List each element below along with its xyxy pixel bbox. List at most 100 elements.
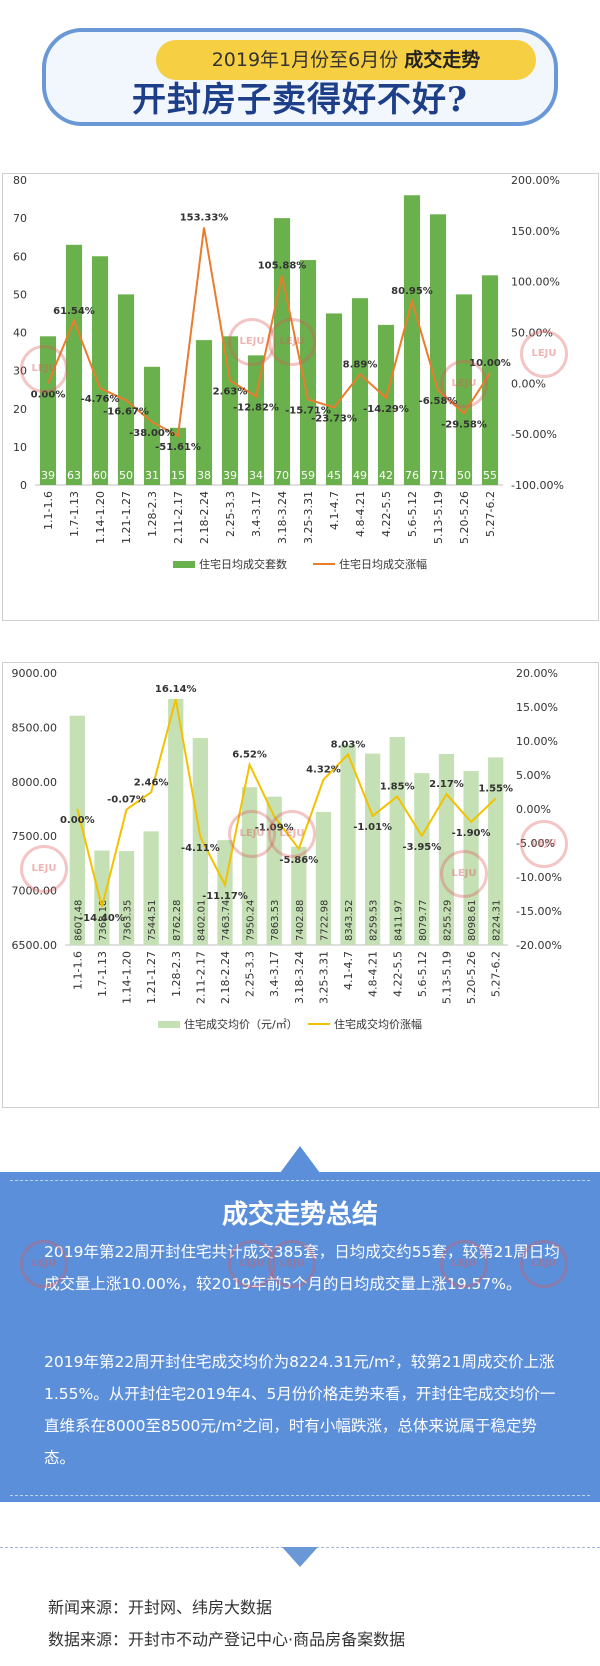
summary-border — [10, 1180, 590, 1496]
y2-tick-label: 5.00% — [516, 769, 551, 782]
bar-value-label: 8079.77 — [418, 900, 429, 941]
bar-value-label: 55 — [483, 469, 497, 482]
y-tick-label: 6500.00 — [12, 939, 58, 952]
bar-value-label: 8411.97 — [393, 900, 404, 941]
bar — [69, 715, 85, 945]
y-tick-label: 9000.00 — [12, 667, 58, 680]
bar-value-label: 38 — [197, 469, 211, 482]
leju-watermark: LEJU — [520, 330, 568, 378]
y2-tick-label: -50.00% — [511, 428, 557, 441]
summary-title: 成交走势总结 — [221, 1200, 378, 1230]
legend-bar-label: 住宅成交均价（元/㎡） — [184, 1017, 298, 1031]
x-tick-label: 1.28-2.3 — [146, 491, 159, 537]
x-tick-label: 3.18-3.24 — [293, 951, 306, 1004]
x-tick-label: 4.1-4.7 — [328, 491, 341, 530]
y-tick-label: 20 — [13, 403, 27, 416]
bar — [65, 244, 83, 485]
subtitle-pill: 2019年1月份至6月份 成交走势 — [156, 40, 536, 80]
bar — [299, 260, 317, 485]
x-tick-label: 3.25-3.31 — [302, 491, 315, 544]
bar — [192, 738, 208, 945]
line-value-label: -14.40% — [79, 913, 125, 924]
bar — [377, 324, 395, 485]
bar-value-label: 49 — [353, 469, 367, 482]
legend-line-label: 住宅成交均价涨幅 — [334, 1017, 422, 1031]
line-value-label: -23.73% — [311, 413, 357, 424]
bar — [389, 736, 405, 945]
x-tick-label: 5.13-5.19 — [432, 491, 445, 544]
line-value-label: -6.58% — [419, 396, 458, 407]
y2-tick-label: -20.00% — [516, 939, 562, 952]
leju-watermark: LEJU — [520, 820, 568, 868]
bar — [488, 757, 504, 945]
bar-value-label: 59 — [301, 469, 315, 482]
line-value-label: 1.85% — [380, 781, 415, 792]
x-tick-label: 2.18-2.24 — [219, 951, 232, 1004]
bar-value-label: 8259.53 — [369, 900, 380, 941]
bar — [143, 366, 161, 485]
y-tick-label: 7500.00 — [12, 830, 58, 843]
legend-bar-swatch — [158, 1021, 180, 1028]
bar-value-label: 45 — [327, 469, 341, 482]
bar — [365, 753, 381, 945]
line-value-label: 4.32% — [306, 765, 341, 776]
leju-watermark: LEJU — [268, 1240, 316, 1288]
line-value-label: 105.88% — [258, 261, 307, 272]
x-tick-label: 5.27-6.2 — [490, 951, 503, 997]
line-value-label: -29.58% — [441, 419, 487, 430]
bar-value-label: 60 — [93, 469, 107, 482]
y2-tick-label: -15.00% — [516, 905, 562, 918]
line-value-label: -1.90% — [452, 828, 491, 839]
line-value-label: 1.55% — [478, 783, 513, 794]
bar-value-label: 42 — [379, 469, 393, 482]
leju-watermark: LEJU — [268, 810, 316, 858]
bar — [414, 773, 430, 945]
line-value-label: -4.76% — [81, 394, 120, 405]
bar-value-label: 8343.52 — [344, 900, 355, 941]
leju-watermark: LEJU — [20, 345, 68, 393]
bar — [221, 336, 239, 485]
bar-value-label: 8255.29 — [442, 900, 453, 941]
chart-volume-svg: 01020304050607080-100.00%-50.00%0.00%50.… — [13, 174, 564, 571]
y2-tick-label: -10.00% — [516, 871, 562, 884]
bar-value-label: 7950.24 — [246, 900, 257, 941]
x-tick-label: 4.8-4.21 — [367, 951, 380, 997]
leju-watermark: LEJU — [440, 1240, 488, 1288]
leju-watermark: LEJU — [440, 360, 488, 408]
leju-watermark: LEJU — [20, 845, 68, 893]
chart-daily-volume: 0 10 20 30 40 50 60 70 80 -100.00% -50.00% 0.00% 50.… — [2, 173, 599, 621]
x-tick-label: 3.18-3.24 — [276, 491, 289, 544]
x-tick-label: 3.4-3.17 — [250, 491, 263, 537]
chart-average-price: 6500.00 7000.00 7500.00 8000.00 8500.00 9000.… — [2, 662, 599, 1108]
bar-value-label: 70 — [275, 469, 289, 482]
bar-value-label: 8224.31 — [492, 900, 503, 941]
leju-watermark: LEJU — [268, 318, 316, 366]
bar — [291, 846, 307, 945]
x-tick-label: 5.13-5.19 — [440, 951, 453, 1004]
x-tick-label: 5.6-5.12 — [406, 491, 419, 537]
y2-tick-label: 100.00% — [511, 276, 560, 289]
y-tick-label: 10 — [13, 441, 27, 454]
bar — [315, 811, 332, 945]
y-tick-label: 80 — [13, 174, 27, 187]
x-tick-label: 2.11-2.17 — [172, 491, 185, 544]
y2-tick-label: 150.00% — [511, 225, 560, 238]
leju-watermark: LEJU — [20, 1240, 68, 1288]
line-value-label: -4.11% — [181, 843, 220, 854]
x-tick-label: 1.21-1.27 — [145, 951, 158, 1004]
summary-arrow — [280, 1146, 320, 1173]
bar — [351, 298, 369, 485]
leju-watermark: LEJU — [440, 850, 488, 898]
bar-value-label: 8098.61 — [467, 900, 478, 941]
bar-value-label: 7463.74 — [221, 900, 232, 941]
bar-value-label: 8402.01 — [196, 900, 207, 941]
bar — [195, 340, 213, 485]
bar-value-label: 7544.51 — [147, 900, 158, 941]
chart-price-svg: 6500.007000.007500.008000.008500.009000.… — [12, 667, 562, 1031]
x-tick-label: 2.25-3.3 — [224, 491, 237, 537]
bar — [169, 427, 187, 485]
x-tick-label: 1.28-2.3 — [170, 951, 183, 997]
line-value-label: -5.86% — [279, 855, 318, 866]
line-value-label: 10.00% — [469, 358, 511, 369]
bar-value-label: 39 — [41, 469, 55, 482]
